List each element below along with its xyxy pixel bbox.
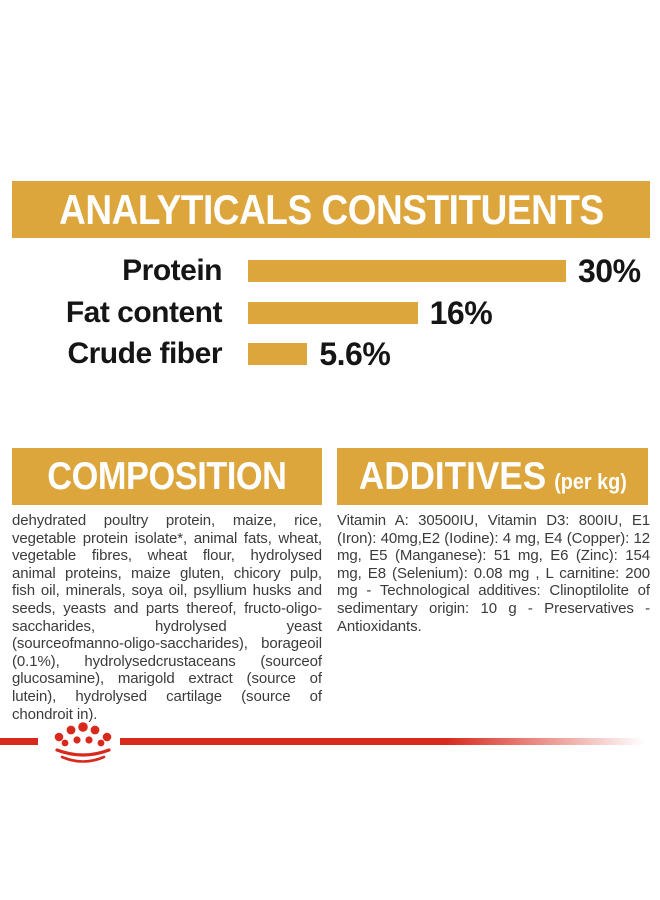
red-divider-left xyxy=(0,738,38,745)
additives-title: ADDITIVES xyxy=(358,454,546,498)
analyticals-row-fat-content: Fat content 16% xyxy=(0,295,493,331)
composition-body-text: dehydrated poultry protein, maize, rice,… xyxy=(12,512,322,723)
protein-bar xyxy=(248,260,566,282)
red-divider-right xyxy=(120,738,645,745)
analyticals-header-banner: ANALYTICALS CONSTITUENTS xyxy=(12,181,650,238)
additives-body-text: Vitamin A: 30500IU, Vitamin D3: 800IU, E… xyxy=(337,512,650,635)
crude-fiber-value: 5.6% xyxy=(319,335,391,372)
protein-value: 30% xyxy=(578,252,641,289)
fat-content-value: 16% xyxy=(429,294,493,331)
crude-fiber-label: Crude fiber xyxy=(67,337,222,370)
fat-content-bar xyxy=(248,302,418,324)
analyticals-title: ANALYTICALS CONSTITUENTS xyxy=(58,185,604,233)
fat-content-label: Fat content xyxy=(65,296,223,329)
protein-label: Protein xyxy=(122,254,222,287)
crude-fiber-bar xyxy=(248,343,308,365)
analyticals-row-protein: Protein 30% xyxy=(0,253,641,289)
composition-title: COMPOSITION xyxy=(47,454,287,498)
additives-unit-label: (per kg) xyxy=(553,468,627,494)
analyticals-row-crude-fiber: Crude fiber 5.6% xyxy=(0,336,390,372)
royal-canin-crown-logo xyxy=(54,722,112,763)
composition-header-banner: COMPOSITION xyxy=(12,448,322,505)
additives-header-banner: ADDITIVES (per kg) xyxy=(337,448,648,505)
